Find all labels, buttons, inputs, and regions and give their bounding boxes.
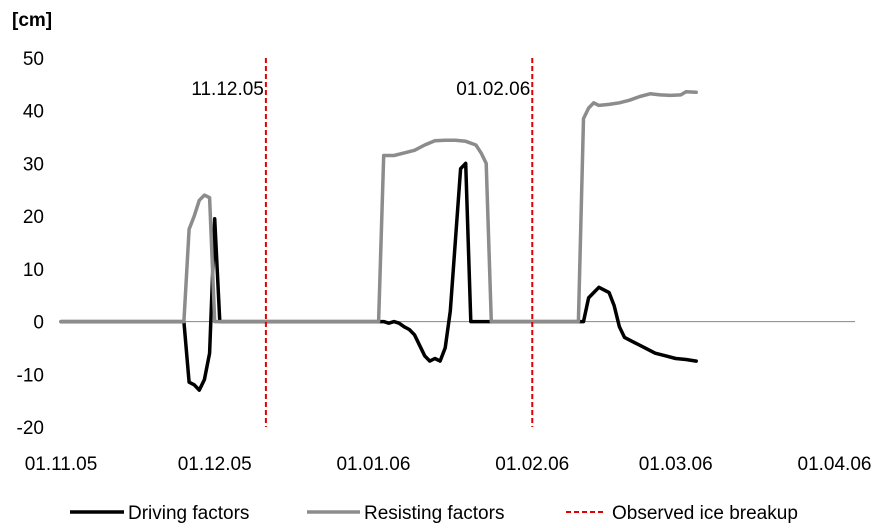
legend-item-observed-ice-breakup: Observed ice breakup	[566, 503, 798, 524]
x-tick-label: 01.11.05	[25, 454, 98, 475]
y-tick-label: -10	[17, 365, 44, 386]
x-tick-label: 01.01.06	[336, 454, 410, 475]
y-tick-label: -20	[17, 418, 44, 439]
ice-breakup-date-label: 01.02.06	[456, 79, 530, 100]
legend-label: Driving factors	[128, 503, 249, 524]
legend-label: Resisting factors	[364, 503, 504, 524]
legend: Driving factors Resisting factors Observed…	[70, 503, 798, 524]
x-tick-label: 01.03.06	[639, 454, 713, 475]
legend-item-resisting-factors: Resisting factors	[307, 503, 504, 524]
x-tick-label: 01.02.06	[495, 454, 569, 475]
axes: [cm] -20 -10 0 10 20 30 40 50 01.11.05 01.12.05 01.…	[12, 10, 871, 475]
y-tick-label: 40	[23, 102, 44, 123]
y-tick-label: 10	[23, 260, 44, 281]
y-tick-label: 30	[23, 154, 44, 175]
driving-factors-line	[59, 161, 698, 392]
legend-label: Observed ice breakup	[612, 503, 798, 524]
y-tick-label: 20	[23, 207, 44, 228]
y-tick-label: 50	[23, 49, 44, 70]
y-axis-unit-label: [cm]	[12, 10, 52, 31]
legend-item-driving-factors: Driving factors	[70, 503, 249, 524]
series-layer: 11.12.05 01.02.06	[59, 58, 698, 427]
x-tick-label: 01.04.06	[798, 454, 872, 475]
resisting-factors-line	[59, 89, 698, 324]
y-tick-label: 0	[33, 313, 44, 334]
x-tick-label: 01.12.05	[178, 454, 252, 475]
ice-breakup-date-label: 11.12.05	[191, 79, 264, 100]
